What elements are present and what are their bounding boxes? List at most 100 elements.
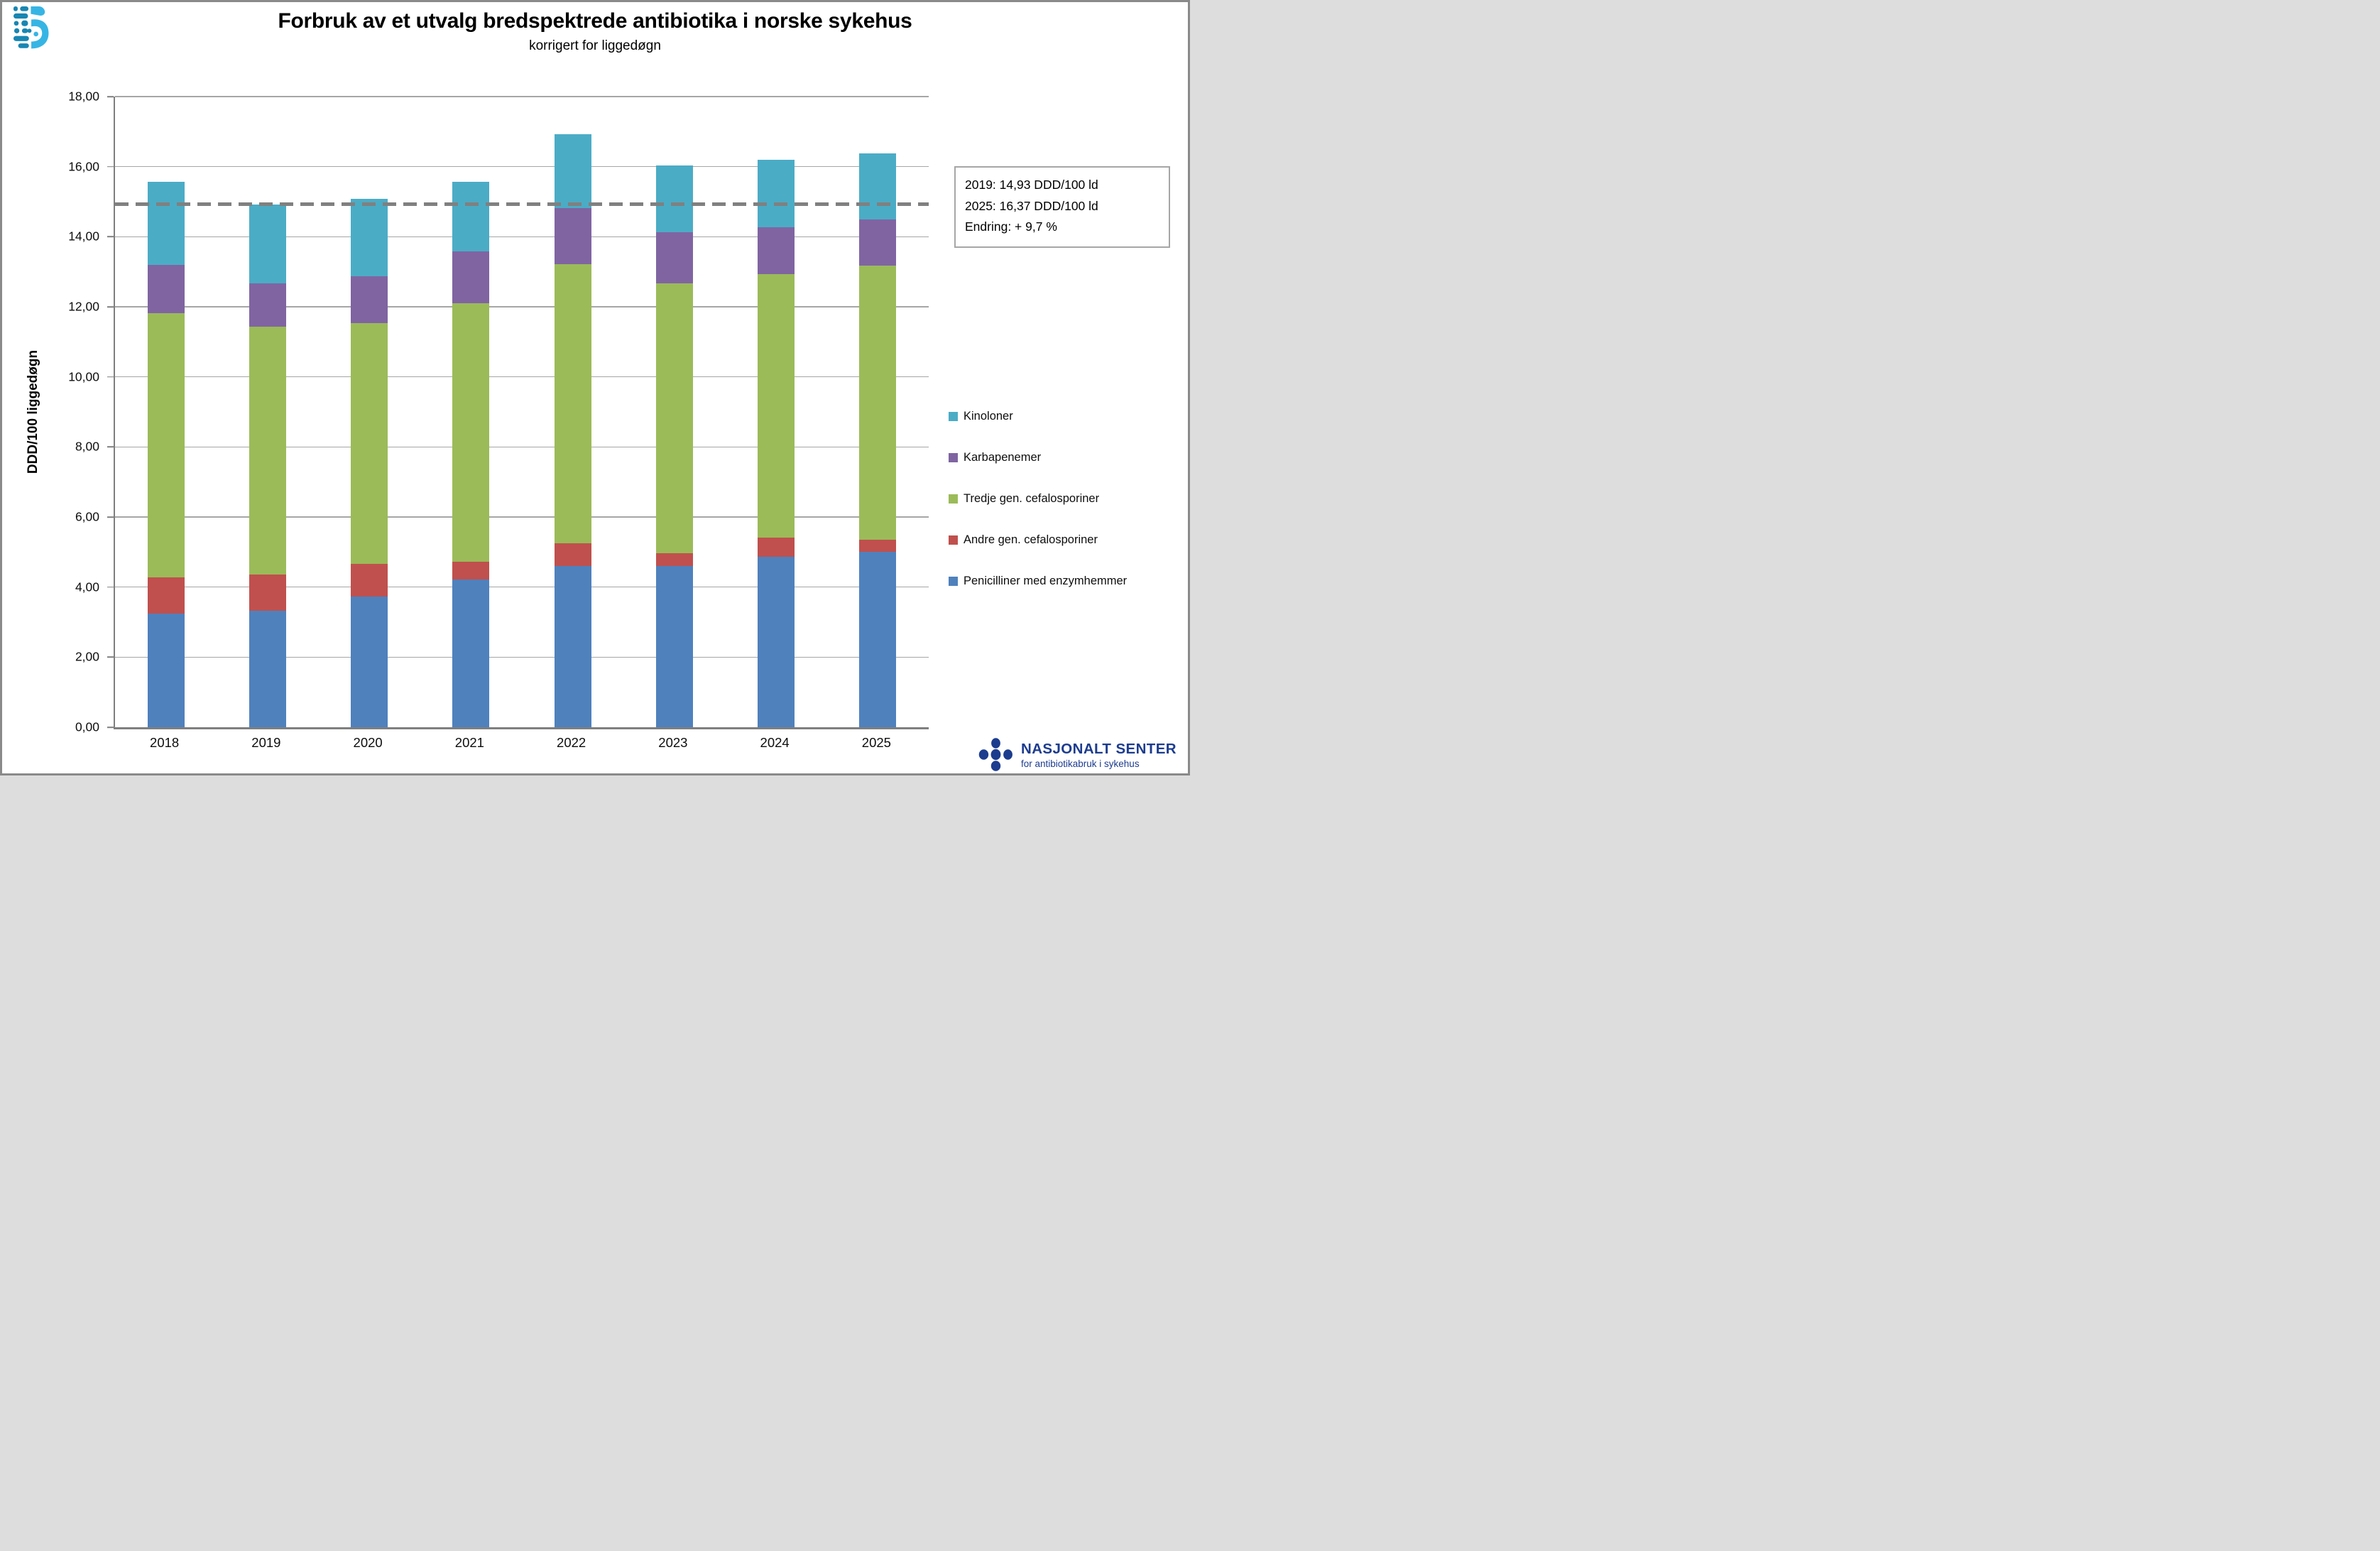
gridline-12 [115,306,929,308]
segment-2023-karbapenemer [655,232,693,284]
gridline-2 [115,656,929,658]
segment-2018-andre-gen-cefalosporiner [147,577,185,614]
y-tick-label-16: 16,00 [68,159,99,174]
segment-2021-penicilliner-med-enzymhemmer [452,579,490,727]
segment-2019-karbapenemer [249,283,286,327]
segment-2024-karbapenemer [758,227,795,275]
segment-2025-kinoloner [859,153,897,220]
segment-2020-kinoloner [351,198,388,276]
annotation-line-endring: Endring: + 9,7 % [965,219,1057,234]
x-tick-label-2021: 2021 [454,735,484,750]
legend-item-kinoloner: Kinoloner [949,410,1127,423]
senter-5-logo-icon [13,6,49,49]
segment-2025-andre-gen-cefalosporiner [859,540,897,552]
gridline-18 [115,96,929,97]
y-tick-label-4: 4,00 [75,579,99,594]
y-tick-mark-12 [107,306,114,308]
reference-line-2019-level [115,202,929,206]
segment-2020-penicilliner-med-enzymhemmer [351,597,388,727]
segment-2018-penicilliner-med-enzymhemmer [147,613,185,727]
legend-item-penicilliner-med-enzymhemmer: Penicilliner med enzymhemmer [949,575,1127,587]
chart-page: Forbruk av et utvalg bredspektrede antib… [0,0,1190,776]
segment-2023-kinoloner [655,165,693,233]
bar-2024 [758,97,795,727]
x-tick-label-2019: 2019 [251,735,281,750]
legend-label: Andre gen. cefalosporiner [964,533,1098,546]
segment-2024-kinoloner [758,160,795,228]
segment-2020-tredje-gen-cefalosporiner [351,322,388,565]
senter-5-logo [13,6,60,52]
segment-2019-kinoloner [249,204,286,284]
y-tick-mark-8 [107,446,114,448]
annotation-line-2019: 2019: 14,93 DDD/100 ld [965,178,1098,192]
y-tick-label-0: 0,00 [75,719,99,734]
x-tick-label-2022: 2022 [557,735,586,750]
segment-2021-karbapenemer [452,251,490,304]
legend-label: Karbapenemer [964,451,1042,464]
y-tick-mark-2 [107,656,114,658]
y-axis-labels: 0,00 2,00 4,00 6,00 8,00 10,00 12,00 14,00 16,00… [2,89,114,734]
y-tick-label-12: 12,00 [68,299,99,314]
x-tick-label-2023: 2023 [658,735,688,750]
x-tick-label-2018: 2018 [150,735,180,750]
segment-2025-penicilliner-med-enzymhemmer [859,551,897,727]
legend-item-tredje-gen-cefalosporiner: Tredje gen. cefalosporiner [949,492,1127,505]
x-tick-label-2025: 2025 [861,735,891,750]
segment-2024-tredje-gen-cefalosporiner [758,274,795,538]
legend-swatch [949,494,958,504]
y-tick-label-10: 10,00 [68,369,99,384]
bar-2019 [249,97,286,727]
bar-2025 [859,97,897,727]
y-tick-label-14: 14,00 [68,229,99,244]
annotation-line-2025: 2025: 16,37 DDD/100 ld [965,198,1098,213]
segment-2024-penicilliner-med-enzymhemmer [758,557,795,727]
y-tick-label-6: 6,00 [75,509,99,524]
segment-2020-karbapenemer [351,276,388,323]
segment-2019-tredje-gen-cefalosporiner [249,326,286,575]
legend-label: Tredje gen. cefalosporiner [964,492,1100,505]
legend-swatch [949,412,958,421]
nasjonalt-senter-logo: NASJONALT SENTER for antibiotikabruk i s… [978,738,1177,771]
brand-name: NASJONALT SENTER [1020,740,1177,757]
bar-2020 [351,97,388,727]
segment-2025-karbapenemer [859,219,897,266]
segment-2021-tredje-gen-cefalosporiner [452,303,490,562]
plot-area [114,96,929,729]
legend-label: Penicilliner med enzymhemmer [964,575,1128,587]
x-tick-label-2020: 2020 [353,735,383,750]
bar-2021 [452,97,490,727]
legend-label: Kinoloner [964,410,1013,423]
y-tick-mark-14 [107,236,114,238]
dots-cross-icon [978,738,1012,771]
segment-2022-karbapenemer [554,207,591,264]
segment-2022-tredje-gen-cefalosporiner [554,263,591,543]
segment-2025-tredje-gen-cefalosporiner [859,265,897,540]
segment-2021-andre-gen-cefalosporiner [452,562,490,579]
y-tick-mark-16 [107,165,114,168]
legend-item-karbapenemer: Karbapenemer [949,451,1127,464]
segment-2018-kinoloner [147,182,185,266]
legend-swatch [949,453,958,462]
chart-title: Forbruk av et utvalg bredspektrede antib… [278,9,912,33]
y-tick-label-18: 18,00 [68,89,99,104]
legend-swatch [949,577,958,586]
x-axis-labels: 2018 2019 2020 2021 2022 2023 2024 2025 [114,735,927,756]
chart-subtitle: korrigert for liggedøgn [529,38,661,53]
segment-2023-tredje-gen-cefalosporiner [655,283,693,553]
brand-text: NASJONALT SENTER for antibiotikabruk i s… [1021,741,1177,769]
segment-2019-andre-gen-cefalosporiner [249,574,286,611]
segment-2024-andre-gen-cefalosporiner [758,538,795,557]
bar-2022 [554,97,591,727]
segment-2018-tredje-gen-cefalosporiner [147,312,185,578]
bar-2018 [147,97,185,727]
chart-header: Forbruk av et utvalg bredspektrede antib… [2,9,1188,54]
bar-2023 [655,97,693,727]
gridline-14 [115,236,929,237]
y-tick-mark-6 [107,516,114,518]
legend-swatch [949,535,958,545]
y-tick-mark-4 [107,586,114,588]
segment-2019-penicilliner-med-enzymhemmer [249,611,286,727]
y-tick-mark-0 [107,726,114,728]
segment-2023-penicilliner-med-enzymhemmer [655,566,693,727]
legend-item-andre-gen-cefalosporiner: Andre gen. cefalosporiner [949,533,1127,546]
